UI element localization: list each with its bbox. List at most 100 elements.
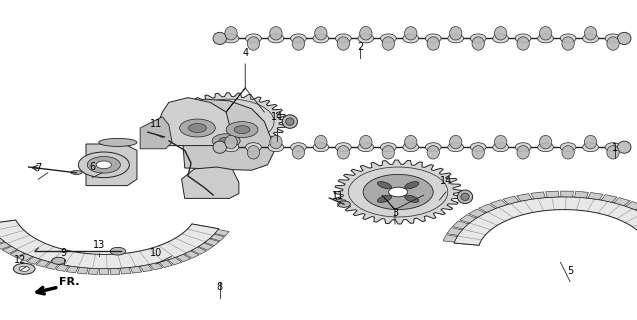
Polygon shape: [131, 267, 142, 273]
Polygon shape: [452, 221, 468, 229]
Circle shape: [96, 161, 111, 169]
Polygon shape: [0, 242, 10, 249]
Circle shape: [220, 117, 238, 126]
Ellipse shape: [404, 27, 417, 40]
Polygon shape: [0, 238, 4, 245]
Circle shape: [197, 106, 261, 138]
Polygon shape: [27, 257, 41, 264]
Ellipse shape: [494, 27, 507, 40]
Circle shape: [52, 257, 66, 264]
Polygon shape: [334, 160, 462, 224]
Ellipse shape: [607, 146, 619, 159]
Ellipse shape: [225, 27, 237, 40]
Ellipse shape: [246, 34, 261, 43]
Ellipse shape: [583, 34, 598, 43]
Ellipse shape: [269, 135, 282, 149]
Circle shape: [212, 134, 240, 148]
Polygon shape: [110, 268, 120, 275]
Ellipse shape: [99, 138, 137, 146]
Ellipse shape: [336, 34, 351, 43]
Ellipse shape: [605, 34, 621, 43]
Polygon shape: [215, 229, 229, 236]
Ellipse shape: [540, 135, 552, 149]
Circle shape: [87, 156, 120, 173]
Ellipse shape: [225, 135, 237, 149]
Text: 7: 7: [35, 164, 41, 173]
Ellipse shape: [607, 37, 619, 50]
Ellipse shape: [71, 171, 82, 174]
Polygon shape: [561, 191, 573, 197]
Ellipse shape: [538, 34, 554, 43]
Ellipse shape: [457, 190, 473, 204]
Polygon shape: [185, 251, 199, 258]
Ellipse shape: [313, 34, 329, 43]
Polygon shape: [140, 117, 172, 149]
Ellipse shape: [517, 146, 529, 159]
Text: 1: 1: [612, 143, 618, 153]
Ellipse shape: [377, 195, 392, 203]
Text: 11: 11: [150, 119, 162, 129]
Text: 4: 4: [242, 48, 248, 58]
Polygon shape: [546, 191, 559, 197]
Circle shape: [180, 119, 215, 137]
Ellipse shape: [247, 37, 260, 50]
Text: 2: 2: [357, 42, 363, 52]
Ellipse shape: [584, 27, 597, 40]
Ellipse shape: [617, 32, 631, 44]
Polygon shape: [447, 228, 462, 236]
Ellipse shape: [472, 146, 484, 159]
Circle shape: [189, 124, 206, 132]
Ellipse shape: [562, 146, 575, 159]
Polygon shape: [120, 268, 131, 274]
Polygon shape: [156, 98, 233, 146]
Ellipse shape: [493, 34, 508, 43]
Ellipse shape: [360, 135, 372, 149]
Ellipse shape: [336, 143, 351, 152]
Polygon shape: [140, 265, 152, 272]
Ellipse shape: [461, 193, 469, 201]
Ellipse shape: [235, 124, 248, 131]
Ellipse shape: [223, 143, 239, 152]
Polygon shape: [36, 260, 50, 267]
Ellipse shape: [360, 27, 372, 40]
Ellipse shape: [268, 34, 284, 43]
Polygon shape: [159, 260, 173, 268]
Ellipse shape: [427, 146, 440, 159]
Ellipse shape: [290, 143, 306, 152]
Ellipse shape: [358, 34, 374, 43]
Ellipse shape: [380, 34, 396, 43]
Ellipse shape: [223, 34, 239, 43]
Ellipse shape: [426, 34, 441, 43]
Ellipse shape: [404, 195, 419, 203]
Ellipse shape: [247, 146, 260, 159]
Polygon shape: [77, 268, 88, 274]
Polygon shape: [150, 263, 162, 270]
Ellipse shape: [404, 181, 419, 189]
Ellipse shape: [617, 141, 631, 153]
Polygon shape: [3, 246, 17, 254]
Polygon shape: [490, 200, 507, 208]
Ellipse shape: [470, 34, 486, 43]
Text: 11: 11: [331, 191, 344, 201]
Ellipse shape: [290, 34, 306, 43]
Circle shape: [13, 263, 35, 274]
Ellipse shape: [213, 32, 227, 44]
Ellipse shape: [377, 181, 392, 189]
Ellipse shape: [313, 143, 329, 152]
Polygon shape: [469, 209, 485, 217]
Polygon shape: [503, 196, 519, 204]
Circle shape: [363, 174, 433, 210]
Ellipse shape: [382, 37, 394, 50]
Ellipse shape: [246, 143, 261, 152]
Ellipse shape: [538, 143, 554, 152]
Ellipse shape: [450, 27, 462, 40]
Ellipse shape: [448, 143, 464, 152]
Text: 12: 12: [14, 255, 27, 265]
Polygon shape: [182, 99, 274, 170]
Ellipse shape: [494, 135, 507, 149]
Circle shape: [78, 152, 129, 178]
Circle shape: [338, 201, 350, 207]
Ellipse shape: [403, 34, 419, 43]
Polygon shape: [10, 250, 24, 258]
Text: 14: 14: [271, 112, 283, 122]
